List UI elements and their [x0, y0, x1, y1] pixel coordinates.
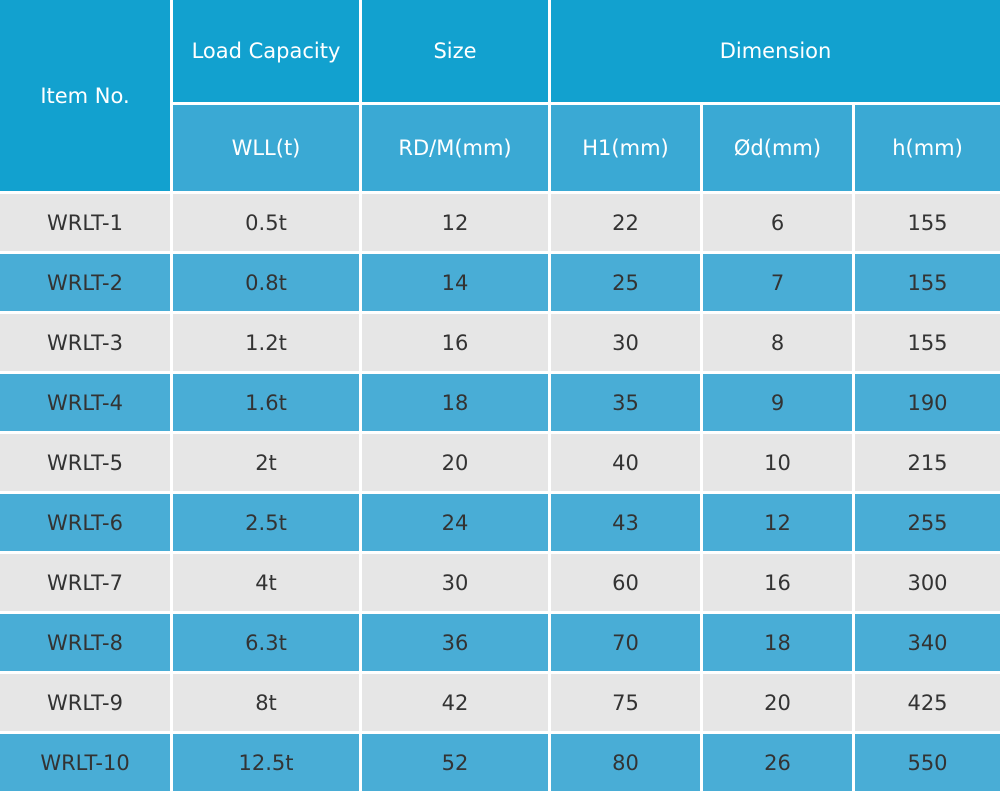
subheader-cell: WLL(t) [173, 105, 359, 191]
table-cell: 18 [703, 614, 852, 671]
table-cell: 16 [362, 314, 548, 371]
table-cell: 12 [362, 194, 548, 251]
table-cell: WRLT-5 [0, 434, 170, 491]
subheader-cell: RD/M(mm) [362, 105, 548, 191]
table-cell: 425 [855, 674, 1000, 731]
table-cell: 60 [551, 554, 700, 611]
table-cell: 255 [855, 494, 1000, 551]
table-cell: 0.8t [173, 254, 359, 311]
table-cell: 52 [362, 734, 548, 791]
header-cell: Dimension [551, 0, 1000, 102]
table-cell: 14 [362, 254, 548, 311]
table-cell: 7 [703, 254, 852, 311]
table-cell: 24 [362, 494, 548, 551]
table-cell: WRLT-4 [0, 374, 170, 431]
table-cell: WRLT-1 [0, 194, 170, 251]
table-cell: WRLT-10 [0, 734, 170, 791]
table-cell: 36 [362, 614, 548, 671]
table-cell: 340 [855, 614, 1000, 671]
table-cell: 1.2t [173, 314, 359, 371]
table-cell: 155 [855, 254, 1000, 311]
table-cell: 2.5t [173, 494, 359, 551]
table-cell: WRLT-7 [0, 554, 170, 611]
table-cell: 0.5t [173, 194, 359, 251]
table-cell: 6 [703, 194, 852, 251]
table-cell: 10 [703, 434, 852, 491]
table-cell: 550 [855, 734, 1000, 791]
table-cell: 12 [703, 494, 852, 551]
subheader-cell: H1(mm) [551, 105, 700, 191]
table-cell: 4t [173, 554, 359, 611]
table-cell: 215 [855, 434, 1000, 491]
table-cell: 300 [855, 554, 1000, 611]
table-cell: WRLT-6 [0, 494, 170, 551]
table-cell: 80 [551, 734, 700, 791]
header-cell: Item No. [0, 0, 170, 191]
table-cell: WRLT-3 [0, 314, 170, 371]
table-cell: 16 [703, 554, 852, 611]
table-cell: 9 [703, 374, 852, 431]
table-cell: 70 [551, 614, 700, 671]
table-cell: 42 [362, 674, 548, 731]
table-cell: 6.3t [173, 614, 359, 671]
table-cell: 1.6t [173, 374, 359, 431]
table-cell: 75 [551, 674, 700, 731]
table-cell: 12.5t [173, 734, 359, 791]
header-cell: Load Capacity [173, 0, 359, 102]
table-cell: 20 [703, 674, 852, 731]
table-cell: WRLT-9 [0, 674, 170, 731]
table-cell: 26 [703, 734, 852, 791]
subheader-cell: h(mm) [855, 105, 1000, 191]
table-cell: 8 [703, 314, 852, 371]
table-cell: 155 [855, 194, 1000, 251]
table-cell: 35 [551, 374, 700, 431]
table-cell: 155 [855, 314, 1000, 371]
table-cell: 30 [551, 314, 700, 371]
table-cell: 190 [855, 374, 1000, 431]
table-cell: 25 [551, 254, 700, 311]
table-cell: 8t [173, 674, 359, 731]
table-cell: 30 [362, 554, 548, 611]
table-cell: 18 [362, 374, 548, 431]
table-cell: WRLT-8 [0, 614, 170, 671]
table-cell: WRLT-2 [0, 254, 170, 311]
table-cell: 40 [551, 434, 700, 491]
subheader-cell: Ød(mm) [703, 105, 852, 191]
table-cell: 2t [173, 434, 359, 491]
header-cell: Size [362, 0, 548, 102]
table-cell: 22 [551, 194, 700, 251]
table-cell: 20 [362, 434, 548, 491]
table-cell: 43 [551, 494, 700, 551]
